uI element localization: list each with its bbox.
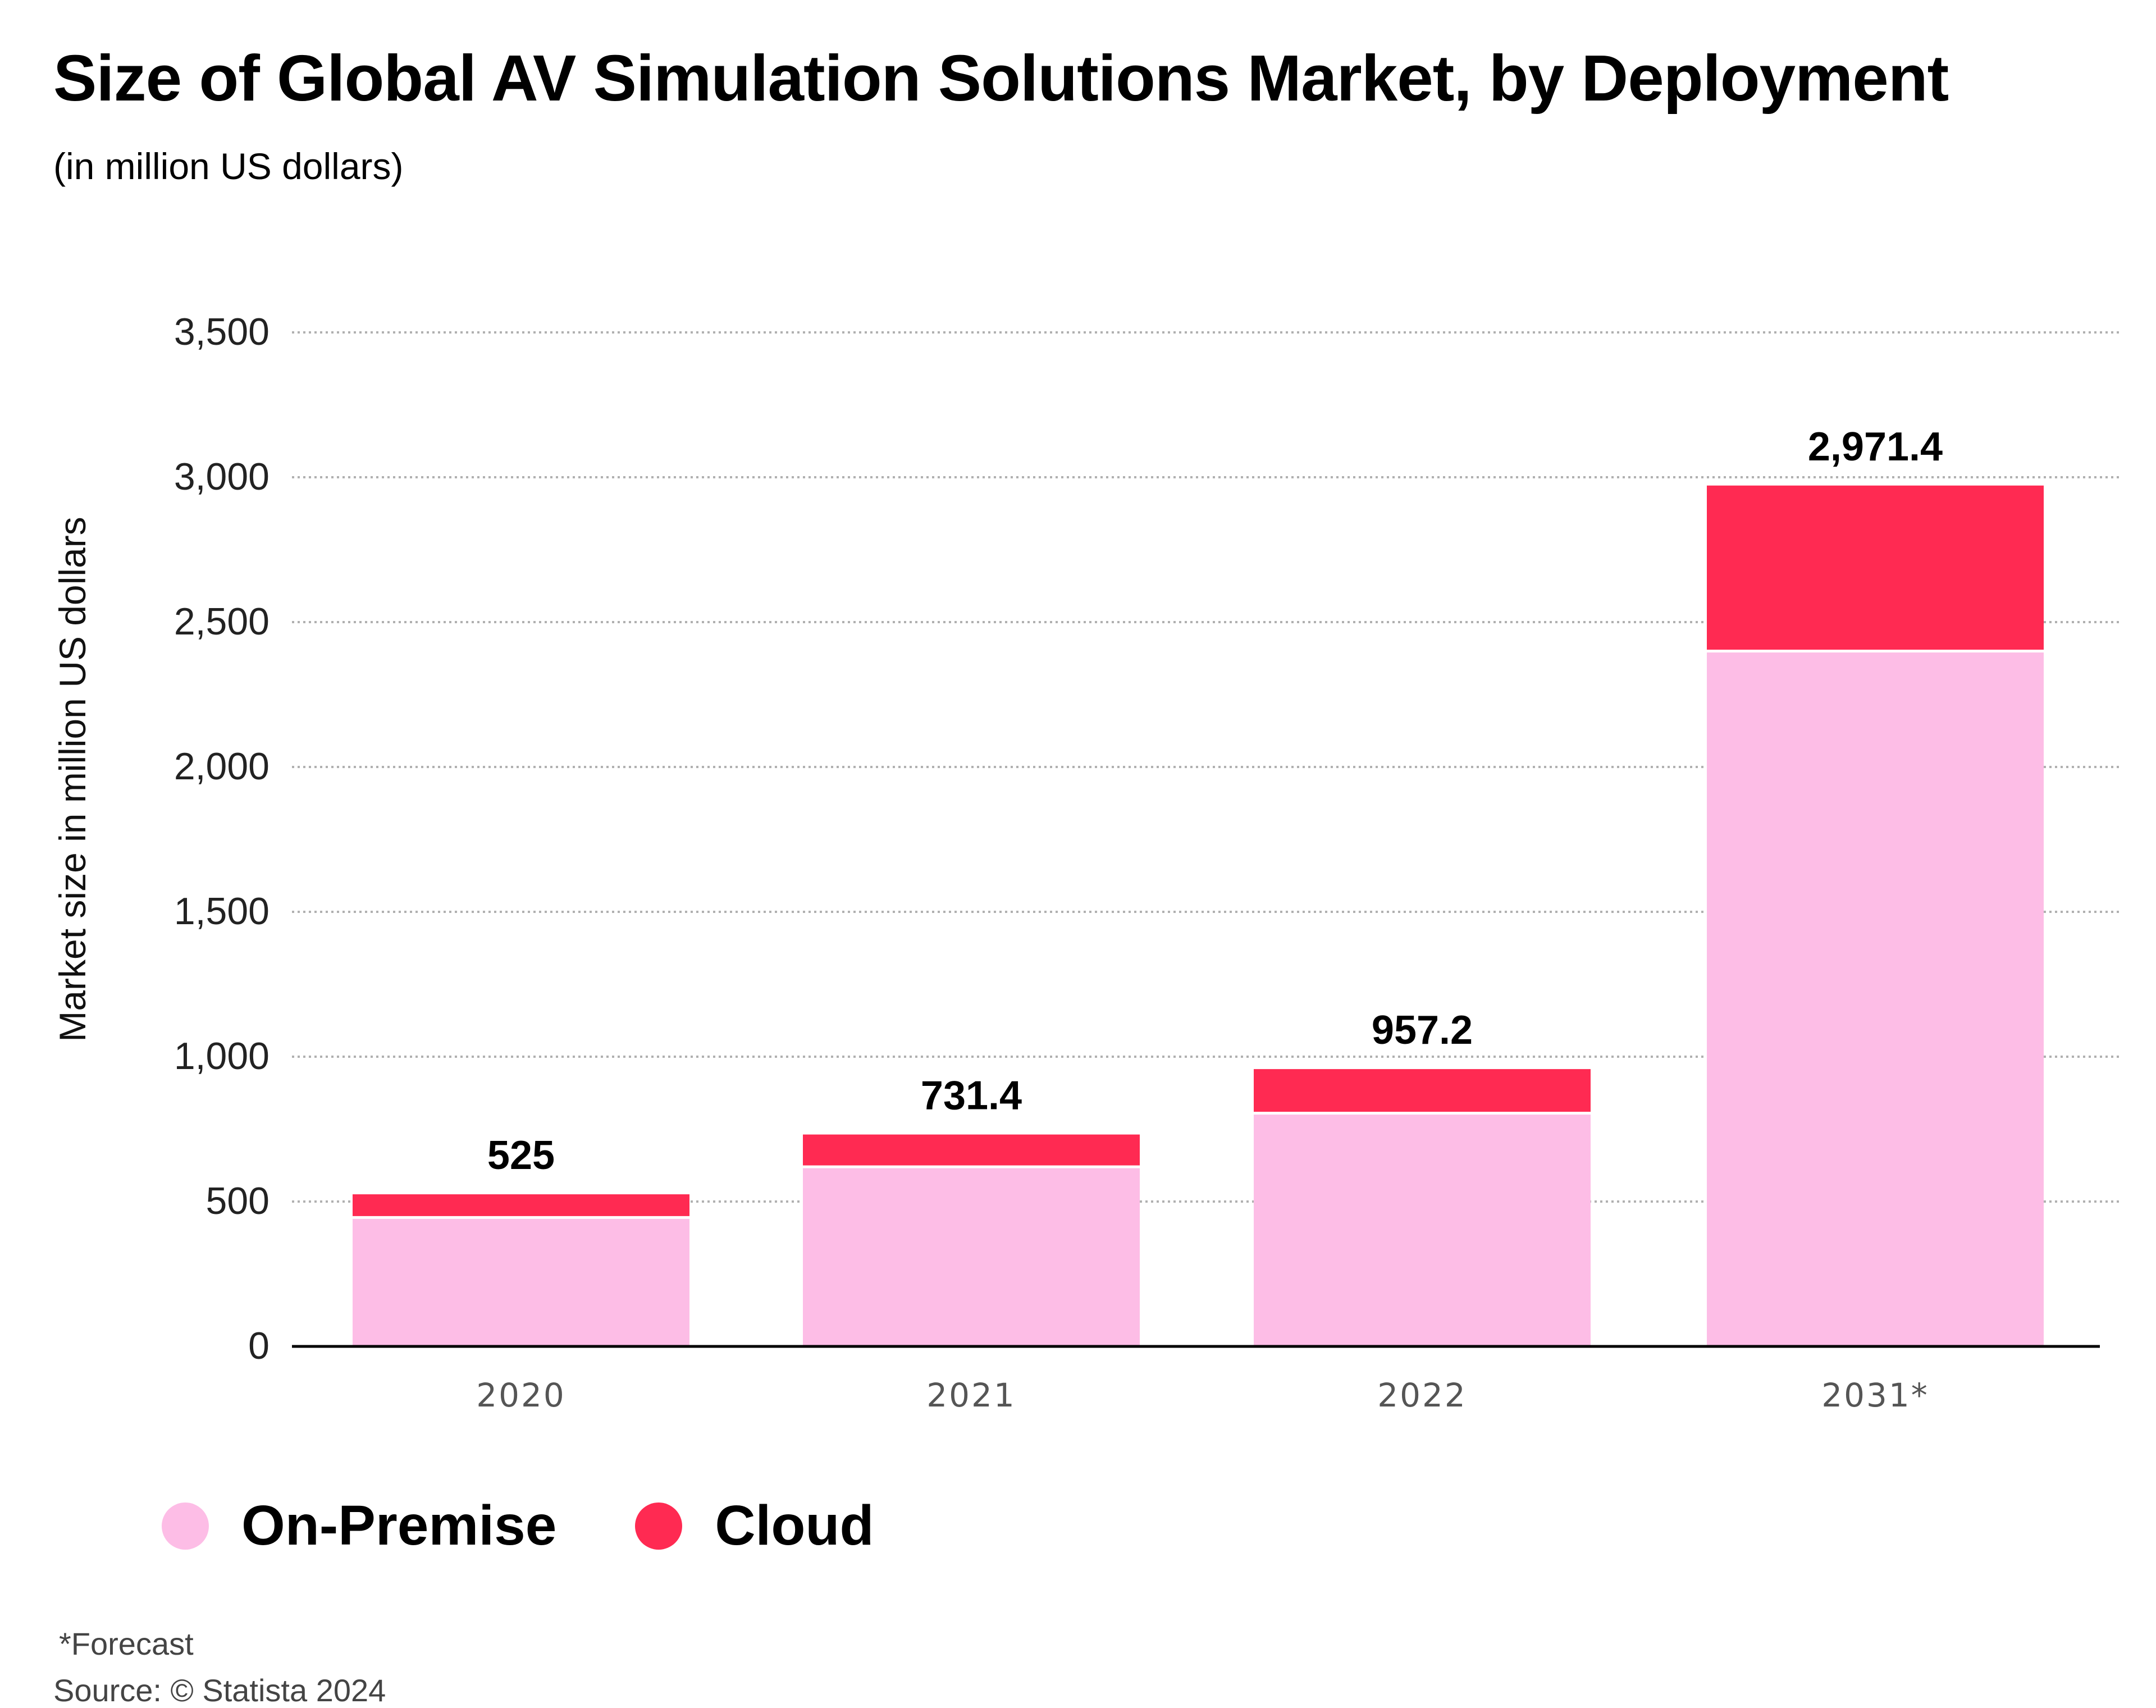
- bar-segment-on-premise: [1707, 651, 2044, 1346]
- legend-item-on-premise: On-Premise: [162, 1494, 556, 1558]
- forecast-footnote: *Forecast: [59, 1626, 194, 1661]
- bar-segment-on-premise: [803, 1167, 1140, 1346]
- y-tick-label: 3,500: [174, 310, 270, 353]
- legend-swatch-on-premise: [162, 1502, 209, 1550]
- chart-subtitle: (in million US dollars): [53, 145, 404, 187]
- legend: On-Premise Cloud: [162, 1494, 953, 1558]
- bar-segment-cloud: [803, 1134, 1140, 1167]
- bar-total-labels: 525 731.4 957.2 2,971.4: [487, 424, 1943, 1178]
- source-credit: Source: © Statista 2024: [53, 1673, 386, 1708]
- bar-total-label: 731.4: [921, 1074, 1022, 1118]
- bar-total-label: 525: [487, 1133, 555, 1178]
- y-axis-label: Market size in million US dollars: [52, 517, 93, 1042]
- legend-item-cloud: Cloud: [635, 1494, 874, 1558]
- x-tick-label: 2021: [926, 1376, 1016, 1414]
- bar-segment-cloud: [353, 1194, 689, 1218]
- x-tick-label: 2022: [1377, 1376, 1467, 1414]
- y-tick-label: 2,500: [174, 600, 270, 643]
- y-tick-label: 1,000: [174, 1035, 270, 1077]
- y-tick-label: 500: [206, 1180, 270, 1222]
- bar-segment-cloud: [1254, 1069, 1591, 1113]
- y-tick-label: 0: [248, 1325, 270, 1367]
- x-tick-label: 2020: [476, 1376, 566, 1414]
- bar-segment-cloud: [1707, 485, 2044, 651]
- y-tick-label: 1,500: [174, 890, 270, 933]
- y-tick-label: 2,000: [174, 745, 270, 788]
- legend-label-cloud: Cloud: [715, 1494, 874, 1557]
- chart-title: Size of Global AV Simulation Solutions M…: [53, 42, 1949, 115]
- bar-total-label: 957.2: [1372, 1008, 1473, 1053]
- legend-label-on-premise: On-Premise: [241, 1494, 557, 1557]
- bars: [353, 485, 2044, 1346]
- x-tick-label: 2031*: [1821, 1376, 1929, 1414]
- bar-segment-on-premise: [353, 1217, 689, 1346]
- y-tick-label: 3,000: [174, 455, 270, 498]
- bar-total-label: 2,971.4: [1808, 424, 1943, 469]
- bar-segment-on-premise: [1254, 1113, 1591, 1346]
- x-tick-labels: 2020 2021 2022 2031*: [476, 1376, 1929, 1414]
- y-tick-labels: 0 500 1,000 1,500 2,000 2,500 3,000 3,500: [174, 310, 270, 1367]
- legend-swatch-cloud: [635, 1502, 683, 1550]
